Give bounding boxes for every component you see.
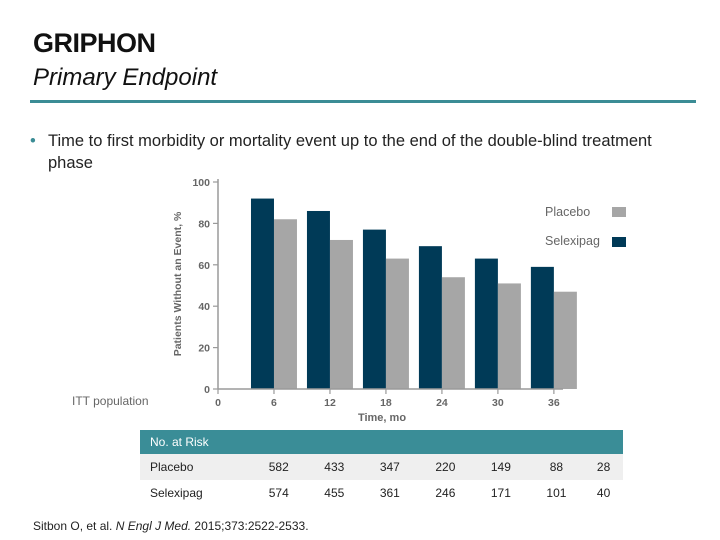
risk-cell: 40 — [584, 480, 623, 506]
x-tick-label: 30 — [492, 397, 504, 409]
bar-chart: 0 20 40 60 80 100 0 6 12 18 24 30 36 Patients Witho… — [72, 177, 626, 424]
y-axis-label: Patients Without an Event, % — [172, 211, 184, 356]
x-tick-label: 12 — [324, 397, 336, 409]
y-tick-label: 60 — [198, 260, 210, 272]
risk-cell: 171 — [473, 480, 529, 506]
bar-selexipag-30mo — [474, 258, 498, 389]
bar-selexipag-18mo — [362, 229, 386, 389]
citation-details: 2015;373:2522-2533. — [191, 519, 309, 533]
citation-journal: N Engl J Med. — [115, 519, 192, 533]
slide-title: GRIPHON — [33, 28, 156, 58]
risk-cell: 246 — [417, 480, 474, 506]
y-tick-label: 20 — [198, 343, 210, 355]
legend: Placebo Selexipag — [545, 205, 626, 248]
title-divider — [30, 100, 696, 103]
legend-swatch-placebo — [612, 207, 626, 217]
citation-authors: Sitbon O, et al. — [33, 519, 116, 533]
itt-annotation: ITT population — [72, 394, 149, 408]
risk-cell: 149 — [473, 454, 529, 480]
legend-label-selexipag: Selexipag — [545, 234, 600, 248]
x-axis-label: Time, mo — [358, 412, 406, 424]
x-tick-label: 6 — [271, 397, 277, 409]
citation: Sitbon O, et al. N Engl J Med. 2015;373:… — [33, 519, 309, 533]
row-label: Selexipag — [140, 480, 251, 506]
risk-cell: 433 — [306, 454, 363, 480]
risk-table-header: No. at Risk — [140, 430, 623, 454]
bar-selexipag-6mo — [250, 198, 274, 389]
risk-table: No. at Risk Placebo 582 433 347 220 149 … — [140, 430, 623, 506]
x-tick-label: 0 — [215, 397, 221, 409]
row-label: Placebo — [140, 454, 251, 480]
risk-cell: 347 — [362, 454, 418, 480]
bullet-point: • Time to first morbidity or mortality e… — [30, 130, 670, 174]
risk-cell: 88 — [528, 454, 585, 480]
bar-placebo-6mo — [273, 219, 297, 389]
bar-placebo-30mo — [497, 283, 521, 389]
x-tick-label: 18 — [380, 397, 392, 409]
bar-placebo-36mo — [553, 291, 577, 389]
y-tick-label: 40 — [198, 301, 210, 313]
bar-placebo-24mo — [441, 277, 465, 389]
risk-cell: 361 — [362, 480, 418, 506]
bullet-text: Time to first morbidity or mortality eve… — [48, 132, 652, 172]
table-row: Placebo 582 433 347 220 149 88 28 — [140, 454, 623, 480]
bar-placebo-12mo — [329, 239, 353, 389]
slide-subtitle: Primary Endpoint — [33, 64, 218, 91]
table-row: Selexipag 574 455 361 246 171 101 40 — [140, 480, 623, 506]
y-tick-label: 80 — [198, 218, 210, 230]
y-tick-label: 0 — [204, 384, 210, 396]
risk-cell: 455 — [306, 480, 363, 506]
x-tick-label: 24 — [436, 397, 448, 409]
risk-cell: 101 — [528, 480, 585, 506]
risk-cell: 574 — [251, 480, 307, 506]
x-tick-label: 36 — [548, 397, 560, 409]
risk-table-header-row: No. at Risk — [140, 430, 623, 454]
bar-selexipag-12mo — [306, 210, 330, 389]
y-tick-label: 100 — [192, 177, 210, 189]
risk-cell: 220 — [417, 454, 474, 480]
bullet-icon: • — [30, 132, 36, 150]
legend-label-placebo: Placebo — [545, 205, 590, 219]
bar-selexipag-24mo — [418, 246, 442, 389]
risk-cell: 582 — [251, 454, 307, 480]
bar-placebo-18mo — [385, 258, 409, 389]
risk-cell: 28 — [584, 454, 623, 480]
bar-selexipag-36mo — [530, 266, 554, 389]
legend-swatch-selexipag — [612, 237, 626, 247]
